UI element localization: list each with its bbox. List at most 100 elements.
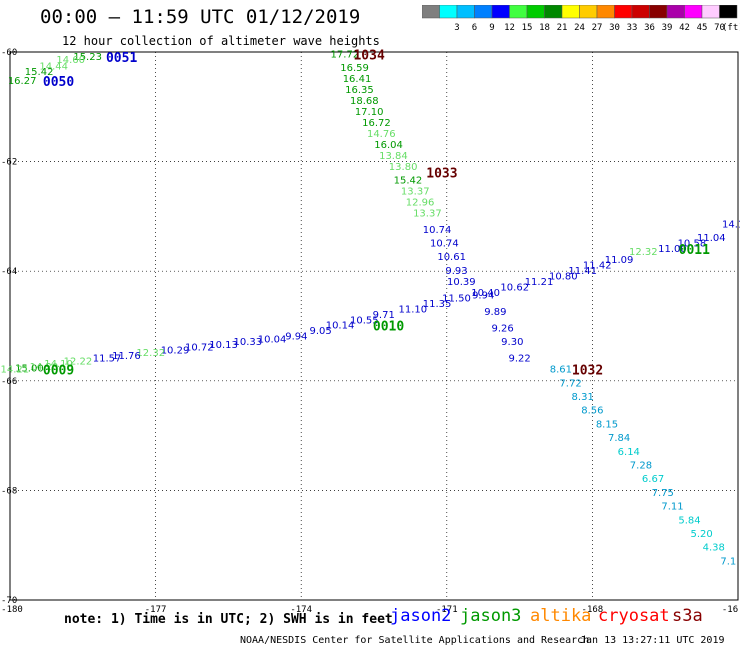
scale-label: 36: [644, 23, 655, 33]
wave-height-value: 11.10: [399, 304, 428, 315]
scale-label: 27: [592, 23, 603, 33]
wave-height-value: 14.60: [56, 55, 85, 66]
wave-height-value: 9.71: [373, 310, 395, 321]
wave-height-value: 13.80: [389, 162, 418, 173]
pass-time-label: 0010: [373, 320, 404, 335]
wave-height-value: 10.39: [447, 277, 476, 288]
wave-height-value: 14.76: [367, 129, 396, 140]
map-frame: [9, 51, 739, 601]
wave-height-value: 10.29: [161, 345, 190, 356]
wave-height-value: 7.11: [661, 502, 683, 513]
wave-height-value: 12.22: [64, 356, 93, 367]
footer-note: note: 1) Time is in UTC; 2) SWH is in fe…: [64, 612, 393, 627]
wave-height-value: 15.23: [73, 52, 102, 63]
scale-label: 45: [697, 23, 708, 33]
wave-height-value: 16.72: [362, 118, 391, 129]
wave-height-value: 10.80: [549, 271, 578, 282]
wave-height-value: 12.32: [629, 247, 658, 258]
scale-label: 42: [679, 23, 690, 33]
scale-label: 21: [557, 23, 568, 33]
pass-time-label: 0009: [43, 364, 74, 379]
wave-height-value: 16.35: [345, 85, 374, 96]
wave-height-value: 11.76: [112, 351, 141, 362]
wave-height-value: 7.1: [720, 556, 736, 567]
wave-height-value: 10.40: [471, 288, 500, 299]
pass-time-label: 0050: [43, 75, 74, 90]
scale-label: 9: [489, 23, 494, 33]
wave-height-value: 15.42: [25, 67, 54, 78]
wave-height-value: 11.42: [583, 260, 612, 271]
wave-height-value: 18.68: [350, 96, 379, 107]
wave-height-value: 10.33: [233, 337, 262, 348]
wave-height-value: 6.14: [618, 447, 640, 458]
wave-height-value: 8.56: [581, 406, 603, 417]
wave-height-value: 16.27: [8, 76, 37, 87]
wave-height-value: 16.59: [340, 63, 369, 74]
credit-text: NOAA/NESDIS Center for Satellite Applica…: [240, 635, 590, 646]
pass-time-label: 0011: [679, 243, 710, 258]
scale-label: 70: [714, 23, 725, 33]
wave-height-value: 10.13: [209, 340, 238, 351]
wave-height-value: 16.04: [374, 140, 403, 151]
lon-tick-label: -16: [722, 605, 738, 615]
wave-height-value: 17.72: [331, 49, 360, 60]
wave-height-value: 12.96: [406, 197, 435, 208]
wave-height-value: 10.04: [258, 334, 287, 345]
legend-jason3: jason3: [460, 606, 522, 626]
wave-height-value: 14.44: [39, 62, 68, 73]
scale-label: 24: [574, 23, 585, 33]
wave-height-value: 13.37: [413, 208, 442, 219]
wave-height-value: 10.58: [678, 239, 707, 250]
scale-label: 6: [472, 23, 477, 33]
pass-time-label: 1034: [353, 48, 384, 63]
lat-tick-label: -64: [1, 267, 17, 277]
lon-tick-label: -180: [1, 605, 23, 615]
scale-label: 39: [662, 23, 673, 33]
lon-tick-label: -168: [582, 605, 604, 615]
wave-height-value: 11.35: [423, 299, 452, 310]
page-subtitle: 12 hour collection of altimeter wave hei…: [62, 34, 380, 48]
lon-tick-label: -177: [145, 605, 167, 615]
lon-tick-label: -174: [290, 605, 312, 615]
wave-height-value: 11.57: [93, 354, 122, 365]
wave-height-value: 9.22: [508, 354, 530, 365]
wave-height-value: 13.84: [379, 151, 408, 162]
wave-height-value: 11.41: [568, 266, 597, 277]
scale-label: 30: [609, 23, 620, 33]
wave-height-value: 14.10: [44, 359, 73, 370]
lat-tick-label: -66: [1, 377, 17, 387]
scale-label: 33: [627, 23, 638, 33]
pass-time-label: 1033: [426, 166, 457, 181]
wave-height-value: 8.61: [550, 365, 572, 376]
wave-height-value: 12.32: [136, 348, 165, 359]
lat-tick-label: -62: [1, 158, 17, 168]
wave-height-value: 11.00: [658, 244, 687, 255]
wave-height-value: 6.67: [642, 474, 664, 485]
legend-cryosat: cryosat: [598, 606, 670, 626]
legend-altika: altika: [530, 606, 592, 626]
wave-height-value: 14.20: [30, 362, 59, 373]
wave-height-value: 8.31: [572, 392, 594, 403]
wave-height-value: 10.61: [437, 252, 466, 263]
wave-height-value: 4.38: [703, 543, 725, 554]
lon-tick-label: -171: [436, 605, 458, 615]
wave-height-value: 5.20: [690, 529, 712, 540]
pass-time-label: 1032: [572, 364, 603, 379]
wave-height-value: 11.50: [442, 293, 471, 304]
wave-height-value: 15.42: [394, 176, 423, 187]
lat-tick-label: -68: [1, 486, 17, 496]
wave-height-value: 10.72: [185, 343, 214, 354]
scale-unit: (ft): [722, 23, 740, 33]
wave-height-value: 5.84: [678, 515, 700, 526]
wave-height-value: 9.05: [309, 326, 331, 337]
wave-height-value: 17.10: [355, 107, 384, 118]
wave-height-value: 14.1: [722, 219, 740, 230]
scale-label: 12: [504, 23, 515, 33]
lat-tick-label: -60: [1, 48, 17, 58]
wave-height-value: 10.74: [423, 225, 452, 236]
wave-height-value: 13.37: [401, 186, 430, 197]
wave-height-value: 7.75: [652, 488, 674, 499]
wave-height-value: 7.84: [608, 433, 630, 444]
